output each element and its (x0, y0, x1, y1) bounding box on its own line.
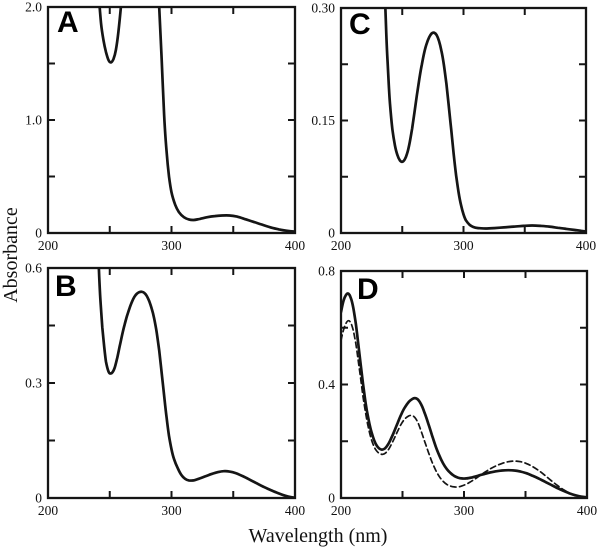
panel-d-plot: 200 300 400 0 0.4 0.8 (318, 264, 597, 519)
y-tick-label: 0.3 (25, 376, 42, 391)
absorbance-spectrum-solid-curve (341, 292, 587, 498)
x-tick-label: 400 (285, 503, 306, 518)
y-tick-label: 2.0 (25, 0, 42, 15)
y-tick-label: 0 (35, 226, 42, 241)
y-tick-label: 0 (328, 226, 335, 241)
x-tick-label: 200 (331, 503, 352, 518)
y-tick-label: 0 (35, 491, 42, 506)
x-tick-label: 200 (38, 238, 59, 253)
x-tick-label: 300 (161, 503, 182, 518)
x-tick-label: 300 (453, 238, 474, 253)
y-tick-label: 0.15 (311, 113, 335, 128)
panel-label-d: D (357, 273, 379, 306)
panel-a-plot: 200 300 400 0 1.0 2.0 (25, 0, 305, 253)
panel-label-b: B (55, 270, 77, 303)
x-axis-title: Wavelength (nm) (248, 525, 388, 547)
panel-label-c: C (349, 8, 371, 41)
y-tick-label: 1.0 (25, 113, 42, 128)
x-tick-label: 400 (576, 238, 597, 253)
panel-b-plot: 200 300 400 0 0.3 0.6 (25, 261, 306, 519)
y-axis-title: Absorbance (0, 207, 22, 303)
y-tick-label: 0.8 (318, 264, 335, 279)
absorbance-spectrum-curve (98, 7, 295, 233)
absorbance-spectrum-curve (97, 268, 295, 498)
absorbance-spectrum-curve (384, 8, 586, 233)
y-tick-label: 0.4 (318, 377, 335, 392)
x-tick-label: 200 (331, 238, 352, 253)
axes-box (46, 266, 297, 500)
x-tick-label: 400 (577, 503, 598, 518)
axes-box (46, 5, 297, 235)
x-tick-label: 300 (161, 238, 182, 253)
y-tick-label: 0.6 (25, 261, 42, 276)
x-tick-label: 300 (454, 503, 475, 518)
panel-label-a: A (57, 6, 79, 39)
y-tick-label: 0.30 (311, 1, 335, 16)
panel-c-plot: 200 300 400 0 0.15 0.30 (311, 1, 597, 254)
y-tick-label: 0 (328, 491, 335, 506)
axes-box (339, 6, 588, 235)
x-tick-label: 200 (38, 503, 59, 518)
absorbance-spectrum-dashed-curve (341, 319, 587, 498)
x-tick-label: 400 (285, 238, 306, 253)
